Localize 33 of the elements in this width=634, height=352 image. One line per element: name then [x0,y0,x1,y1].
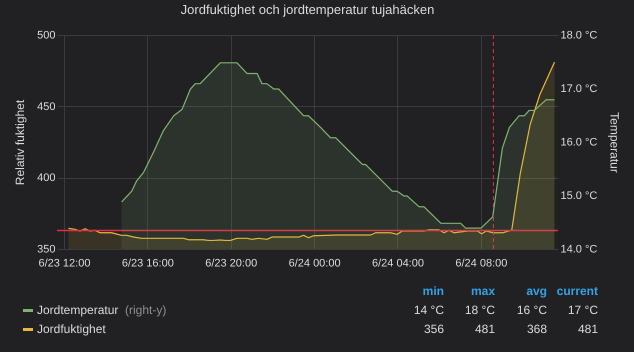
y2-tick-label: 14.0 °C [560,244,598,256]
y-tick-label: 450 [37,100,56,113]
x-tick-label: 6/24 00:00 [288,258,341,270]
legend-label: Jordtemperatur [37,303,118,317]
text: 481 [578,322,598,336]
x-tick-label: 6/23 16:00 [122,258,174,270]
y2-tick-label: 15.0 °C [560,190,598,202]
text: 18 °C [464,303,496,317]
text: 481 [474,322,496,336]
text: max [470,284,496,298]
y2-tick-label: 16.0 °C [560,136,598,148]
text: 368 [526,322,548,336]
y-tick-label: 500 [37,30,56,42]
text: avg [526,284,547,298]
text: 16 °C [516,303,548,317]
x-tick-label: 6/23 20:00 [205,258,258,270]
chart-title: Jordfuktighet och jordtemperatur tujahäcken [180,2,434,17]
x-tick-label: 6/24 08:00 [455,258,508,270]
y-axis-title: Relativ fuktighet [13,99,28,186]
text: 356 [424,322,444,336]
text: 17 °C [568,303,598,317]
text: min [422,284,444,298]
x-tick-label: 6/24 04:00 [372,258,424,270]
y2-axis-title: Temperatur [607,112,622,173]
text: 14 °C [414,303,444,317]
y2-tick-label: 18.0 °C [560,30,598,42]
x-tick-label: 6/23 12:00 [38,258,90,270]
y-tick-label: 400 [37,172,56,184]
y-tick-label: 350 [37,244,56,256]
text: current [556,284,598,298]
legend-label: Jordfuktighet [37,322,106,336]
text: (right-y) [125,303,166,317]
y2-tick-label: 17.0 °C [560,83,598,95]
